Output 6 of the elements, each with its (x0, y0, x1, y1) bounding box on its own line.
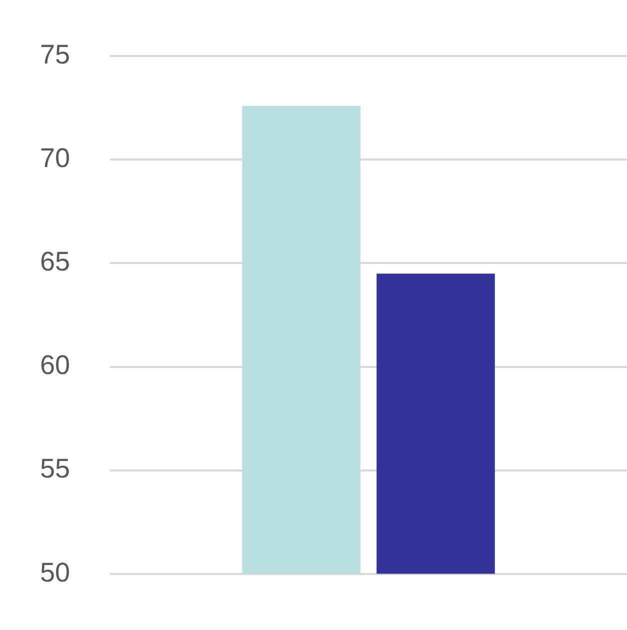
y-tick-label: 55 (40, 454, 70, 484)
y-tick-label: 65 (40, 246, 70, 277)
y-tick-label: 50 (40, 557, 70, 588)
y-tick-label: 60 (40, 350, 70, 380)
y-tick-label: 75 (40, 40, 70, 70)
y-tick-label: 70 (40, 143, 70, 174)
